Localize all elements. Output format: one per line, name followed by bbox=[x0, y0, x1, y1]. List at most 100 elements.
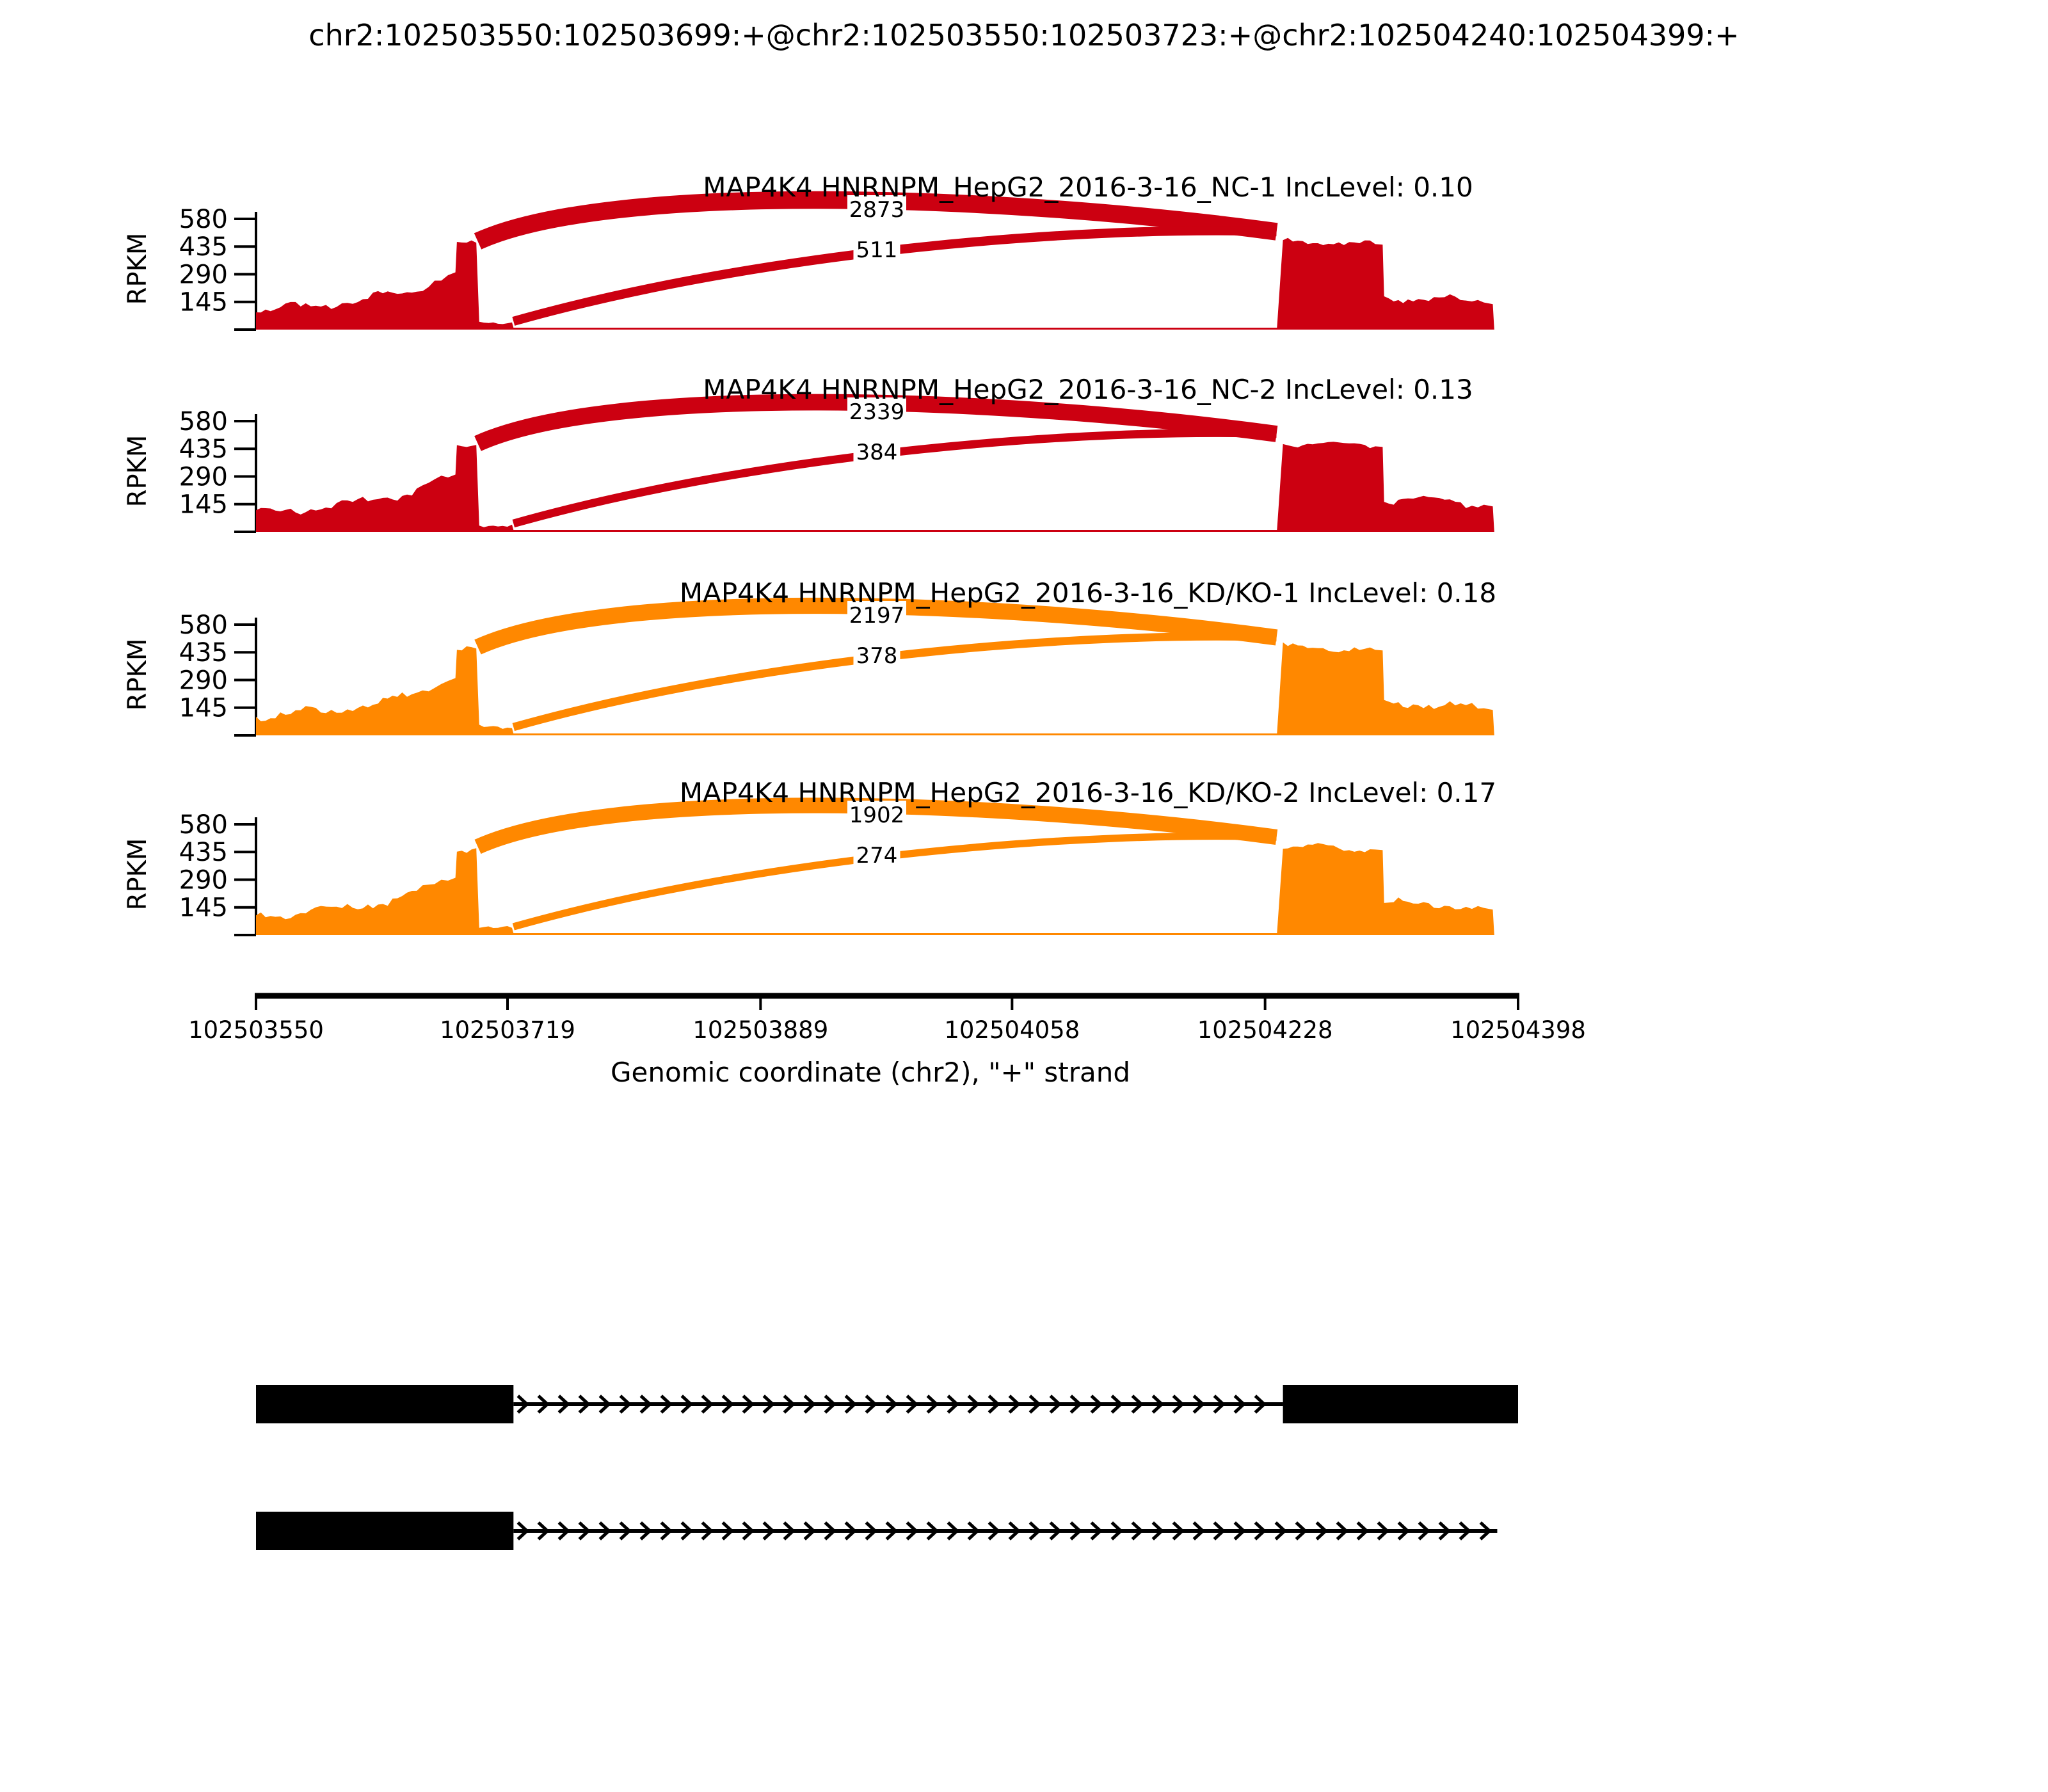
junction-arc-skip bbox=[474, 797, 1278, 854]
strand-arrow-icon bbox=[1192, 1395, 1205, 1414]
strand-arrow-icon bbox=[1356, 1521, 1369, 1540]
strand-arrow-icon bbox=[1192, 1521, 1205, 1540]
coverage-area bbox=[256, 843, 1494, 935]
track-title: MAP4K4 HNRNPM_HepG2_2016-3-16_NC-2 IncLe… bbox=[703, 374, 1473, 405]
strand-arrow-icon bbox=[967, 1395, 980, 1414]
x-axis: 102503550 102503719 102503889 102504058 1025… bbox=[188, 993, 1586, 1088]
strand-arrow-icon bbox=[926, 1521, 939, 1540]
junction-arc-skip bbox=[474, 191, 1278, 250]
strand-arrow-icon bbox=[660, 1521, 673, 1540]
strand-arrow-icon bbox=[926, 1395, 939, 1414]
strand-arrow-icon bbox=[701, 1395, 714, 1414]
strand-arrow-icon bbox=[742, 1395, 755, 1414]
strand-arrow-icon bbox=[1110, 1521, 1123, 1540]
x-tick-label: 102504228 bbox=[1197, 1016, 1333, 1044]
y-tick-label: 580 bbox=[179, 407, 228, 436]
strand-arrow-icon bbox=[885, 1521, 898, 1540]
strand-arrow-icon bbox=[1315, 1521, 1328, 1540]
x-tick-label: 102503719 bbox=[440, 1016, 575, 1044]
strand-arrow-icon bbox=[1151, 1395, 1164, 1414]
y-tick-label: 145 bbox=[179, 893, 228, 923]
strand-arrow-icon bbox=[701, 1521, 714, 1540]
strand-arrow-icon bbox=[988, 1521, 1000, 1540]
strand-arrow-icon bbox=[947, 1395, 959, 1414]
strand-arrow-icon bbox=[783, 1521, 796, 1540]
strand-arrow-icon bbox=[947, 1521, 959, 1540]
junction-count-4-skip: 1902 bbox=[849, 803, 905, 828]
junction-count-2-inclusion: 384 bbox=[856, 440, 898, 465]
y-tick-label: 580 bbox=[179, 810, 228, 840]
y-tick-label: 145 bbox=[179, 694, 228, 723]
y-tick-label: 435 bbox=[179, 638, 228, 668]
y-tick-label: 435 bbox=[179, 232, 228, 262]
strand-arrow-icon bbox=[1172, 1521, 1185, 1540]
x-axis-title: Genomic coordinate (chr2), "+" strand bbox=[611, 1057, 1130, 1088]
strand-arrow-icon bbox=[885, 1395, 898, 1414]
strand-arrow-icon bbox=[1459, 1521, 1471, 1540]
strand-arrow-icon bbox=[762, 1395, 775, 1414]
strand-arrow-icon bbox=[1438, 1521, 1451, 1540]
y-tick-label: 290 bbox=[179, 865, 228, 895]
strand-arrow-icon bbox=[598, 1521, 611, 1540]
strand-arrow-icon bbox=[1008, 1521, 1021, 1540]
junction-count-bg-2-skip bbox=[847, 397, 906, 426]
junction-arc-inclusion bbox=[512, 226, 1277, 326]
junction-count-bg-2-inclusion bbox=[853, 438, 900, 466]
x-axis-ticks: 102503550 102503719 102503889 102504058 1025… bbox=[188, 996, 1586, 1044]
strand-arrow-icon bbox=[578, 1521, 591, 1540]
strand-arrow-icon bbox=[619, 1395, 632, 1414]
strand-arrow-icon bbox=[1131, 1521, 1144, 1540]
y-tick-label: 145 bbox=[179, 490, 228, 520]
junction-count-bg-4-inclusion bbox=[853, 841, 900, 869]
strand-arrow-icon bbox=[824, 1395, 836, 1414]
strand-arrow-icon bbox=[1008, 1395, 1021, 1414]
track-title: MAP4K4 HNRNPM_HepG2_2016-3-16_KD/KO-2 In… bbox=[680, 777, 1496, 808]
y-tick-label: 435 bbox=[179, 435, 228, 464]
y-axis-label: RPKM bbox=[123, 838, 152, 911]
strand-arrow-icon bbox=[1213, 1521, 1226, 1540]
strand-arrow-icon bbox=[1397, 1521, 1410, 1540]
strand-arrow-icon bbox=[721, 1395, 734, 1414]
junction-count-bg-1-skip bbox=[847, 195, 906, 223]
exon-box bbox=[1283, 1385, 1518, 1423]
junction-count-bg-3-skip bbox=[847, 601, 906, 629]
strand-arrow-icon bbox=[537, 1395, 550, 1414]
strand-arrow-icon bbox=[865, 1521, 877, 1540]
junction-count-2-skip: 2339 bbox=[849, 399, 905, 425]
strand-arrow-icon bbox=[1069, 1521, 1082, 1540]
junction-count-3-inclusion: 378 bbox=[856, 643, 898, 669]
strand-arrow-icon bbox=[906, 1521, 918, 1540]
strand-arrow-icon bbox=[516, 1395, 529, 1414]
strand-arrow-icon bbox=[578, 1395, 591, 1414]
strand-arrow-icon bbox=[967, 1521, 980, 1540]
strand-arrow-icon bbox=[516, 1521, 529, 1540]
strand-arrow-icon bbox=[803, 1395, 816, 1414]
junction-count-bg-4-skip bbox=[847, 801, 906, 829]
y-axis-label: RPKM bbox=[123, 233, 152, 305]
y-tick-label: 580 bbox=[179, 205, 228, 234]
strand-arrow-icon bbox=[1233, 1395, 1246, 1414]
figure-title: chr2:102503550:102503699:+@chr2:10250355… bbox=[308, 18, 1739, 52]
y-tick-label: 145 bbox=[179, 288, 228, 317]
x-tick-label: 102503550 bbox=[188, 1016, 324, 1044]
exon-box bbox=[256, 1512, 514, 1550]
coverage-area bbox=[256, 442, 1494, 532]
y-tick-label: 290 bbox=[179, 260, 228, 289]
strand-arrow-icon bbox=[557, 1521, 570, 1540]
x-tick-label: 102504398 bbox=[1450, 1016, 1586, 1044]
track-title: MAP4K4 HNRNPM_HepG2_2016-3-16_NC-1 IncLe… bbox=[703, 172, 1473, 203]
strand-arrow-icon bbox=[1233, 1521, 1246, 1540]
y-tick-label: 435 bbox=[179, 838, 228, 867]
strand-arrow-icon bbox=[1028, 1521, 1041, 1540]
junction-count-3-skip: 2197 bbox=[849, 603, 905, 628]
junction-arc-skip bbox=[474, 394, 1278, 451]
junction-arc-inclusion bbox=[512, 429, 1277, 528]
track-title: MAP4K4 HNRNPM_HepG2_2016-3-16_KD/KO-1 In… bbox=[680, 577, 1496, 609]
y-tick-label: 580 bbox=[179, 611, 228, 640]
coverage-area bbox=[256, 642, 1494, 735]
strand-arrow-icon bbox=[824, 1521, 836, 1540]
strand-arrow-icon bbox=[844, 1395, 857, 1414]
